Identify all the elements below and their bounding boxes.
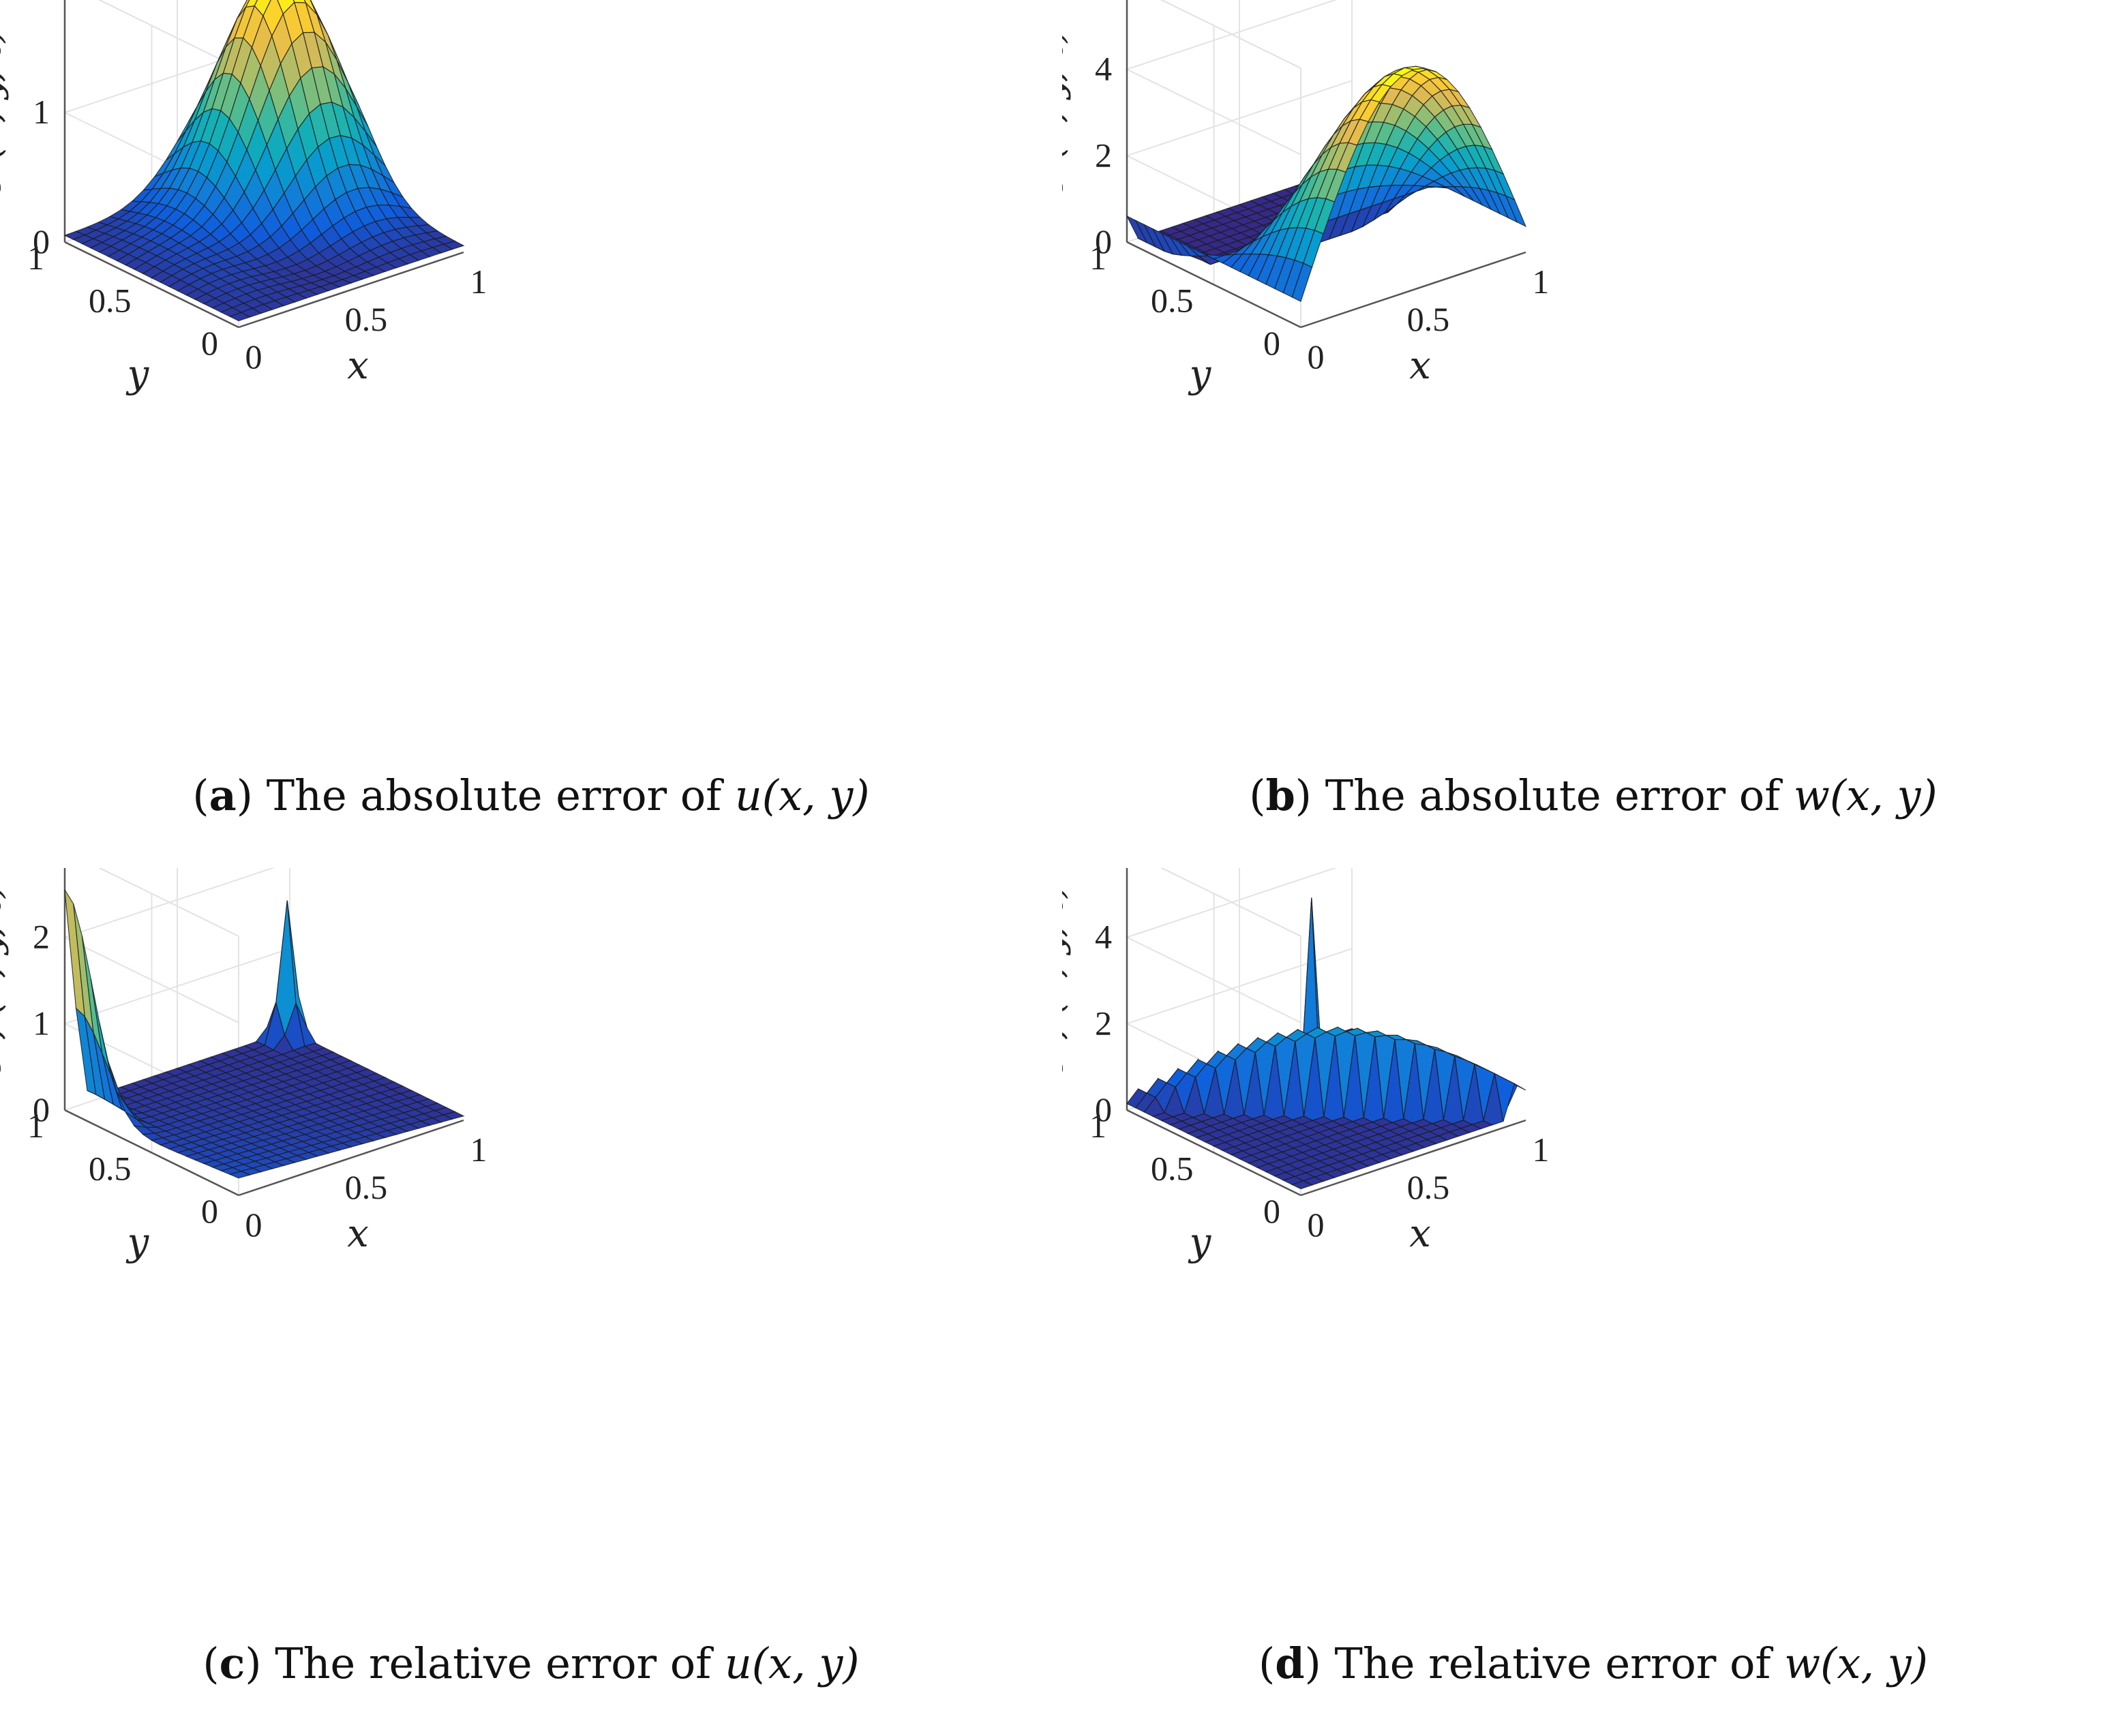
y-tick-label: 1	[27, 239, 44, 277]
grid-line	[1160, 868, 1301, 937]
x-tick-label: 0	[245, 338, 262, 376]
x-tick-label: 0.5	[345, 300, 388, 338]
z-tick-label: 2	[33, 918, 50, 956]
caption-a: (a) The absolute error of u(x, y)	[192, 770, 870, 820]
x-axis-label: x	[1409, 344, 1431, 388]
surface-a	[63, 0, 465, 322]
z-axis-label: e₂(x, y, t)	[1062, 28, 1072, 198]
surface-b	[1126, 65, 1527, 302]
z-tick-label: 6	[1095, 0, 1112, 1]
y-tick-label: 0	[1263, 1192, 1280, 1230]
y-axis-label: y	[125, 1221, 150, 1265]
z-tick-label: 0	[33, 1090, 50, 1128]
y-axis-line	[1126, 1109, 1301, 1197]
z-tick-label: 4	[1095, 918, 1112, 956]
surface-c	[64, 889, 465, 1179]
z-axis-label: e₂,ᵣ(x, y, t)	[1062, 883, 1072, 1078]
y-axis-label: y	[1188, 1221, 1212, 1265]
grid-line	[97, 868, 239, 937]
surface-patch	[1291, 1180, 1314, 1190]
x-tick-label: 0	[1308, 338, 1325, 376]
x-tick-label: 1	[1533, 1131, 1550, 1169]
x-tick-label: 0.5	[1407, 1168, 1450, 1206]
x-tick-label: 0	[245, 1206, 262, 1244]
x-tick-label: 0	[1308, 1206, 1325, 1244]
z-tick-label: 0	[1095, 1090, 1112, 1128]
y-tick-label: 1	[27, 1107, 44, 1145]
z-tick-label: 0	[1095, 222, 1112, 260]
x-axis-line	[238, 1119, 464, 1197]
z-tick-label: 2	[1095, 136, 1112, 174]
caption-c: (c) The relative error of u(x, y)	[202, 1638, 860, 1688]
y-tick-label: 1	[1089, 1107, 1106, 1145]
y-tick-label: 0.5	[1151, 1150, 1194, 1188]
y-tick-label: 0	[201, 324, 218, 362]
y-tick-label: 0.5	[89, 1150, 132, 1188]
x-tick-label: 1	[470, 263, 487, 301]
z-tick-label: 2	[33, 0, 50, 1]
y-tick-label: 1	[1089, 239, 1106, 277]
z-tick-label: 2	[1095, 1004, 1112, 1042]
surface-patch	[228, 312, 252, 322]
x-axis-label: x	[347, 1212, 369, 1256]
z-tick-label: 1	[33, 1004, 50, 1042]
z-tick-label: 3	[33, 868, 50, 869]
z-tick-label: 0	[33, 222, 50, 260]
x-tick-label: 1	[1533, 263, 1550, 301]
x-axis-line	[1300, 251, 1526, 329]
x-tick-label: 0.5	[1407, 300, 1450, 338]
surface-patch	[1291, 263, 1313, 302]
y-axis-line	[1126, 241, 1301, 329]
x-axis-label: x	[1409, 1212, 1431, 1256]
caption-b: (b) The absolute error of w(x, y)	[1249, 770, 1938, 820]
x-axis-line	[238, 251, 464, 329]
z-tick-label: 4	[1095, 50, 1112, 88]
z-tick-label: 1	[33, 93, 50, 131]
x-tick-label: 1	[470, 1131, 487, 1169]
grid-line	[1160, 0, 1301, 69]
y-axis-label: y	[1188, 353, 1212, 397]
surface-d	[1126, 897, 1526, 1190]
z-tick-label: 6	[1095, 868, 1112, 869]
y-tick-label: 0	[1263, 324, 1280, 362]
y-tick-label: 0.5	[1151, 282, 1194, 320]
grid-line	[97, 0, 239, 69]
z-axis-label: e₁(x, y, t)	[0, 28, 10, 198]
x-axis-label: x	[347, 344, 369, 388]
z-axis-label: e₁,ᵣ(x, y, t)	[0, 883, 10, 1078]
y-axis-line	[64, 1109, 239, 1197]
axes-box-d	[1125, 868, 1526, 1197]
x-tick-label: 0.5	[345, 1168, 388, 1206]
x-axis-line	[1300, 1119, 1526, 1197]
y-axis-label: y	[125, 353, 150, 397]
y-tick-label: 0.5	[89, 282, 132, 320]
caption-d: (d) The relative error of w(x, y)	[1259, 1638, 1928, 1688]
y-axis-line	[64, 241, 239, 329]
y-tick-label: 0	[201, 1192, 218, 1230]
surface-patch	[228, 1171, 252, 1179]
